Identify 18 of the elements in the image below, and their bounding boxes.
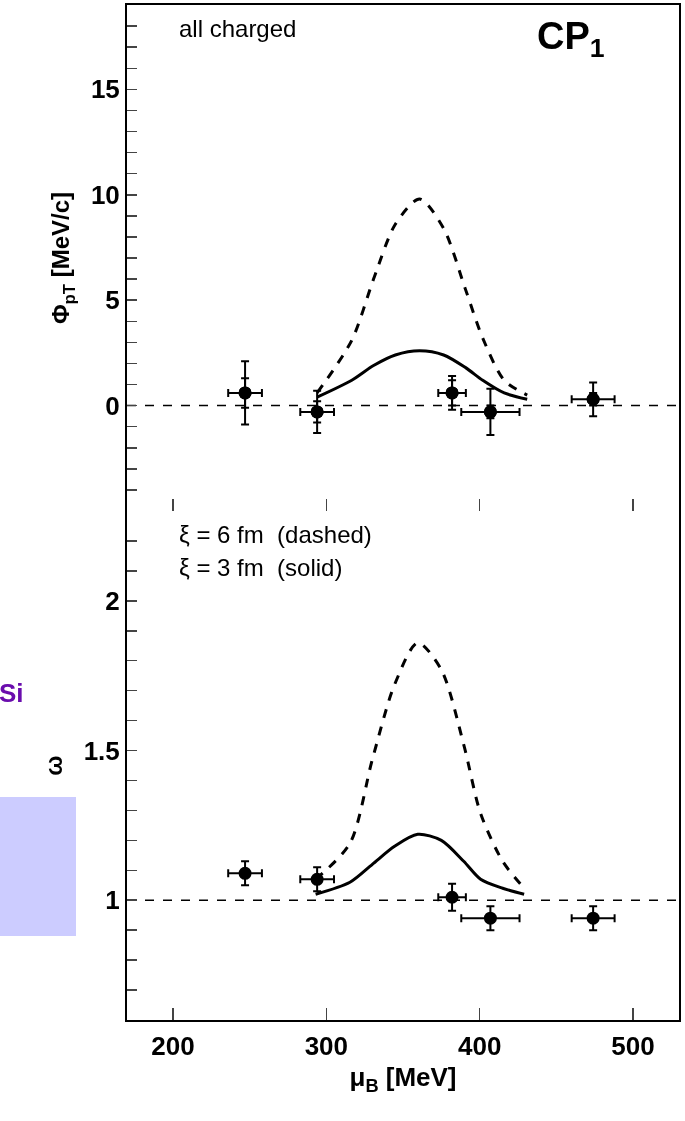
y-tick-label: 0 [105,390,120,421]
x-tick-label: 400 [457,1031,502,1062]
y-tick-label: 10 [90,179,120,210]
y-tick-label: 15 [90,74,120,105]
y-tick-label: 1.5 [83,735,120,766]
y-tick-label: 1 [105,885,120,916]
annotation: ξ = 3 fm (solid) [179,554,343,581]
y-tick-label: 5 [105,285,120,316]
text: Si [0,678,24,708]
x-axis-title: μ$_{B}$ [MeV] [349,1062,457,1096]
y-axis-title: ω [40,755,68,776]
annotation: ξ = 6 fm (dashed) [179,521,372,548]
x-tick-label: 200 [151,1031,195,1062]
annotation: all charged [179,15,297,42]
x-tick-label: 500 [611,1031,655,1062]
y-tick-label: 2 [105,585,120,616]
x-tick-label: 300 [304,1031,349,1062]
annotation: CP$_{1}$ [537,15,605,63]
